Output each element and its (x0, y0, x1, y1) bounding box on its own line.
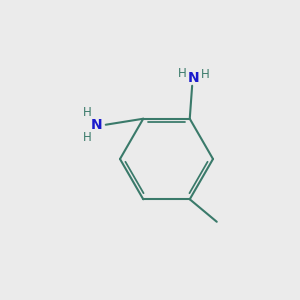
Text: H: H (83, 106, 92, 118)
Text: N: N (188, 71, 200, 85)
Text: H: H (83, 131, 92, 144)
Text: H: H (178, 67, 187, 80)
Text: H: H (201, 68, 210, 81)
Text: N: N (91, 118, 103, 132)
